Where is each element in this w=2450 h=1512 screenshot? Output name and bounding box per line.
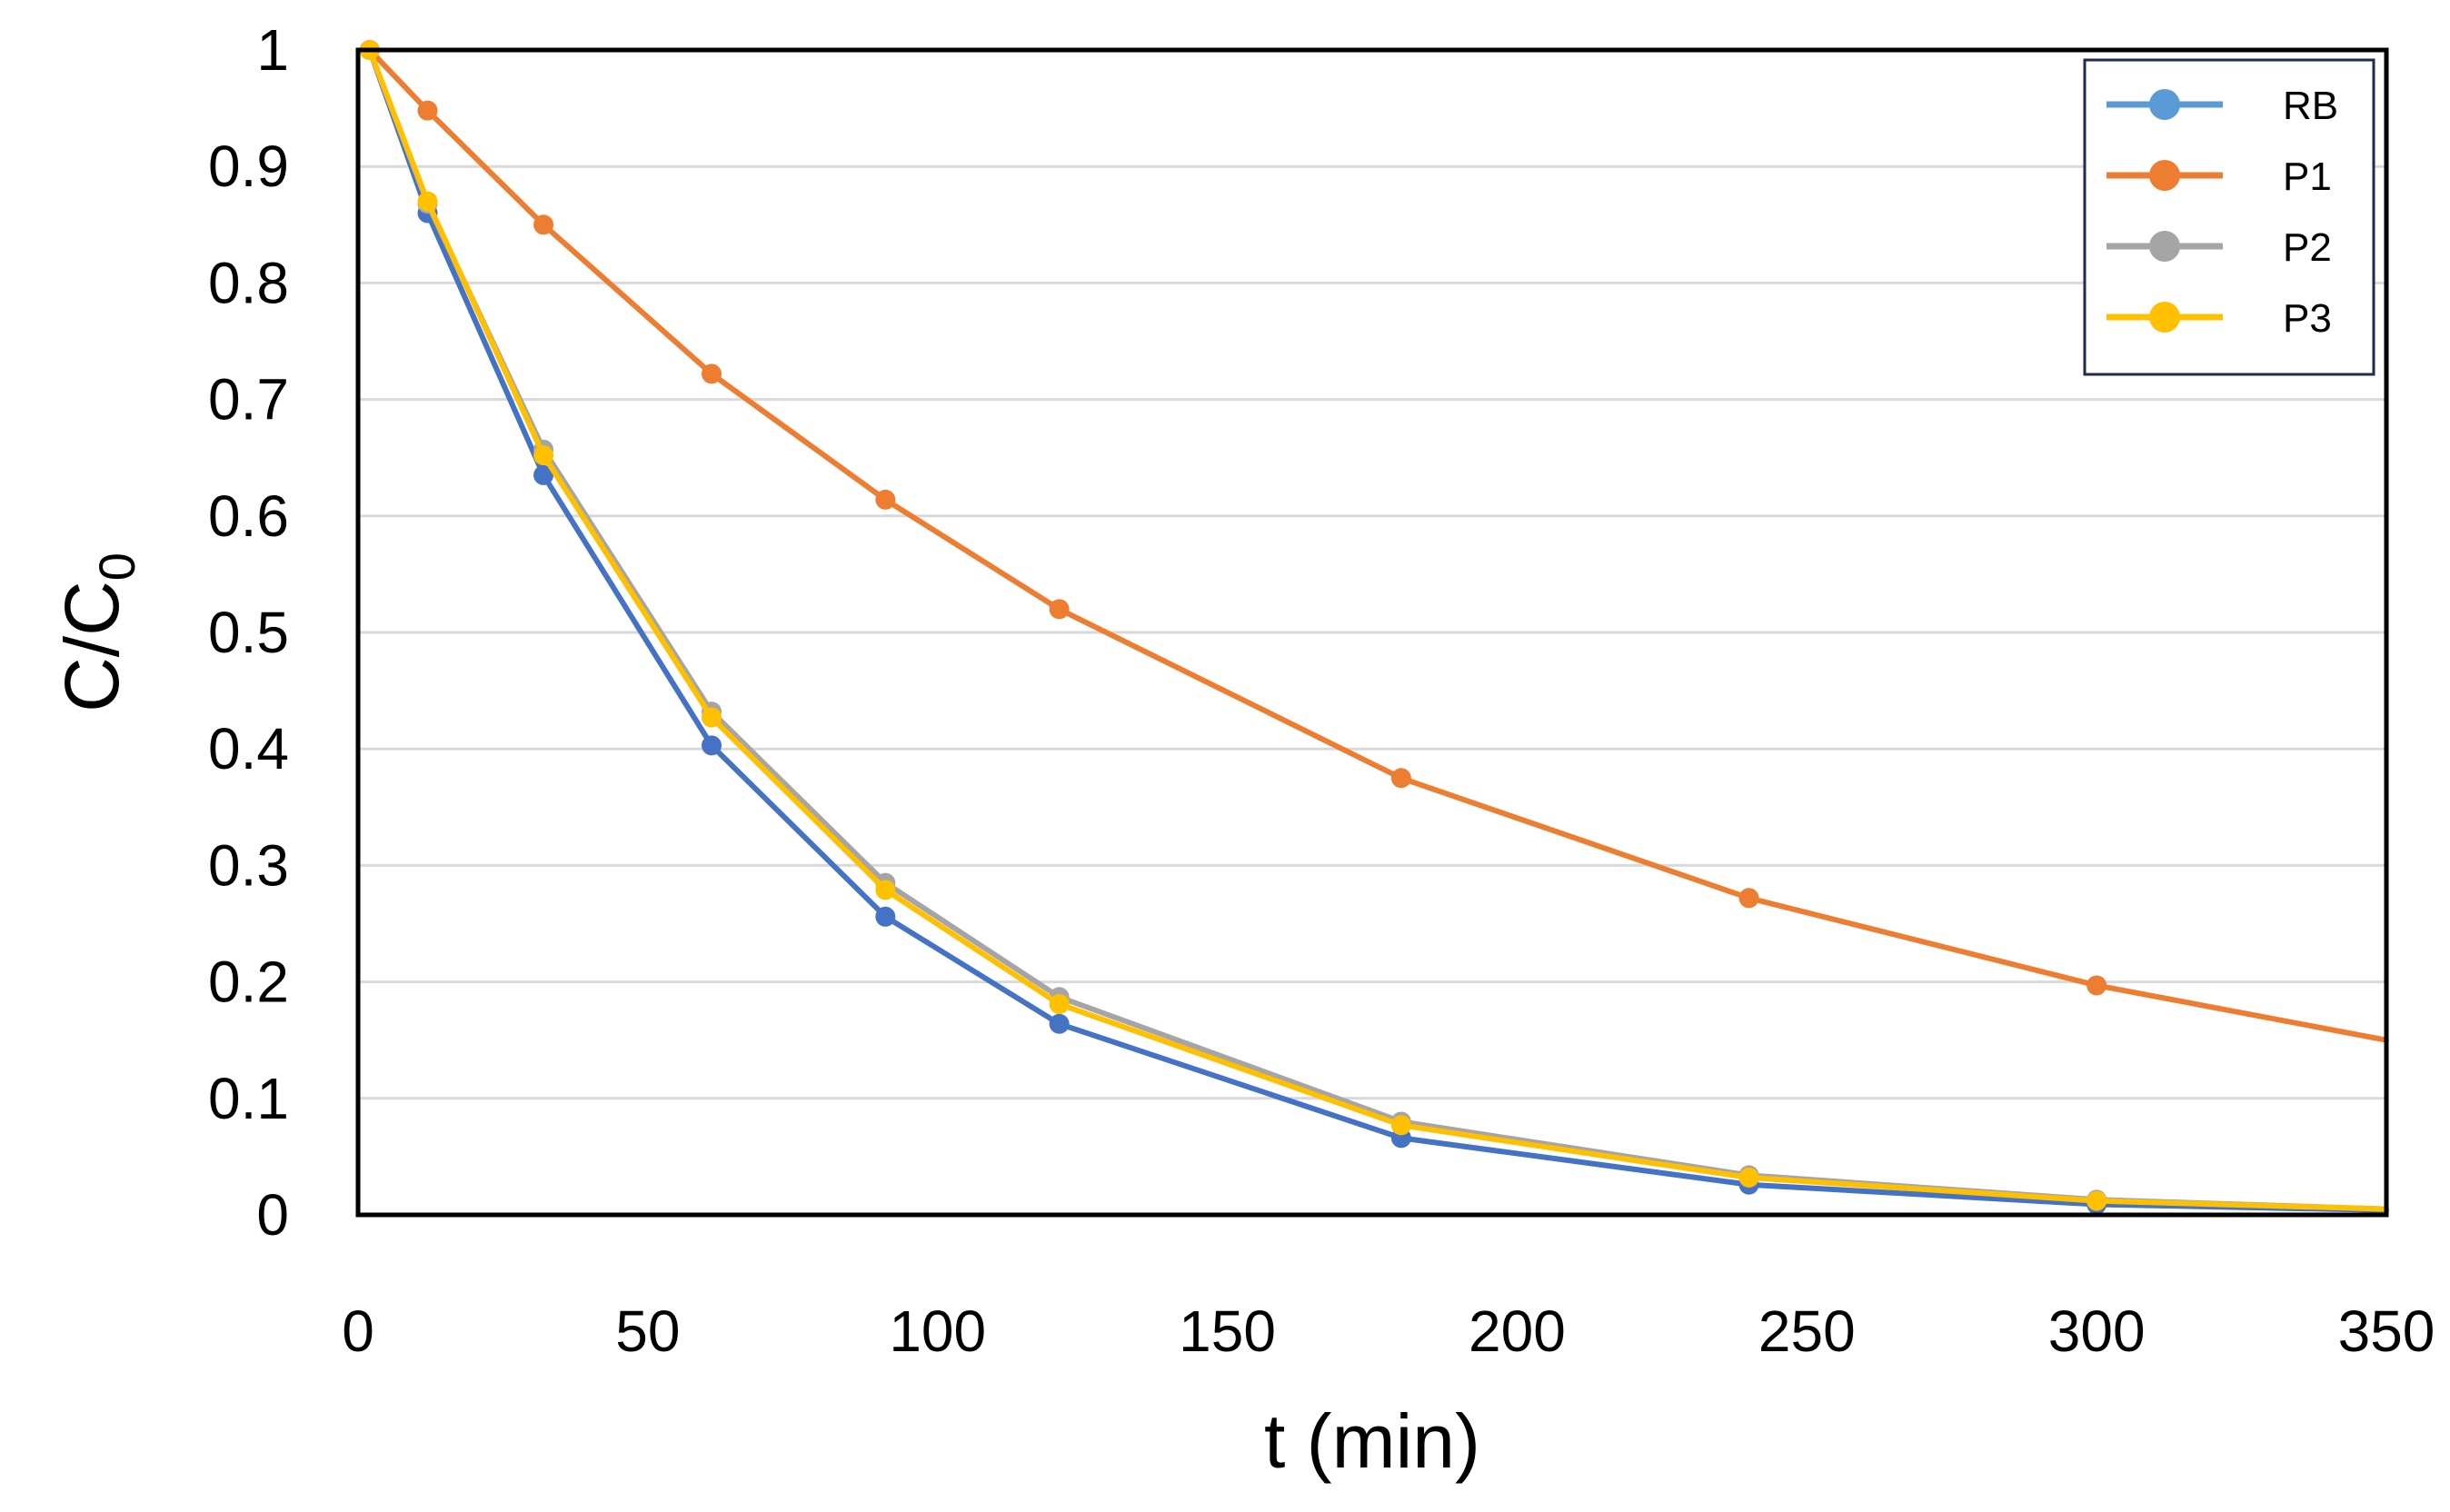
data-point-p1: [1390, 768, 1411, 789]
data-point-p1: [533, 214, 554, 235]
data-point-rb: [533, 464, 554, 485]
legend-label: P1: [2283, 154, 2332, 199]
legend-swatch-marker: [2149, 160, 2180, 191]
data-point-rb: [875, 906, 896, 927]
x-tick-label: 0: [342, 1298, 374, 1364]
plot-area-frame: [355, 47, 2389, 1218]
series-layer: [359, 40, 2389, 1215]
data-point-p1: [702, 363, 722, 384]
x-tick-label: 100: [889, 1298, 986, 1364]
y-tick-label: 0.5: [208, 600, 289, 665]
series-line-p3: [366, 47, 2389, 1212]
y-tick-label: 0.4: [208, 716, 289, 781]
legend-swatch-marker: [2149, 89, 2180, 120]
y-tick-label: 0.7: [208, 367, 289, 433]
y-tick-label: 0: [256, 1182, 289, 1248]
data-point-p3: [2086, 1190, 2107, 1211]
x-tick-label: 200: [1469, 1298, 1566, 1364]
y-tick-label: 0.1: [208, 1066, 289, 1131]
x-tick-label: 250: [1758, 1298, 1856, 1364]
legend-swatch-marker: [2149, 231, 2180, 262]
data-point-p3: [533, 445, 554, 466]
y-axis-title: C/C0: [49, 552, 145, 712]
legend-item-rb: RB: [2106, 84, 2338, 128]
legend-box: [2083, 58, 2375, 376]
y-axis-title-main: C/C: [49, 581, 134, 712]
data-point-rb: [702, 735, 722, 756]
legend-item-p3: P3: [2106, 296, 2332, 341]
y-axis-title-subscript: 0: [88, 552, 145, 581]
data-point-p3: [1049, 993, 1070, 1014]
x-axis-ticks: 0 50 100 150 200 250 300 350: [342, 1298, 2435, 1364]
data-point-p1: [875, 489, 896, 510]
legend: RB P1 P2 P3: [2083, 58, 2375, 376]
data-point-p1: [1738, 888, 1759, 909]
y-tick-label: 0.3: [208, 832, 289, 898]
legend-label: P2: [2283, 225, 2332, 270]
series-p3: [359, 40, 2389, 1212]
data-point-p3: [702, 707, 722, 728]
series-p1: [359, 40, 2389, 1043]
data-point-p3: [417, 191, 438, 212]
data-point-p3: [1738, 1167, 1759, 1188]
legend-label: RB: [2283, 84, 2338, 128]
y-axis-ticks: 0 0.1 0.2 0.3 0.4 0.5 0.6 0.7 0.8 0.9 1: [208, 17, 289, 1248]
x-tick-label: 350: [2338, 1298, 2435, 1364]
x-tick-label: 50: [615, 1298, 680, 1364]
grid-layer: [358, 48, 2386, 1100]
data-point-rb: [1049, 1013, 1070, 1034]
y-tick-label: 0.2: [208, 950, 289, 1015]
data-point-p3: [1390, 1115, 1411, 1136]
legend-item-p2: P2: [2106, 225, 2332, 270]
y-tick-label: 0.9: [208, 134, 289, 199]
x-axis-title: t (min): [1264, 1398, 1480, 1484]
legend-swatch-marker: [2149, 302, 2180, 333]
series-rb: [359, 40, 2389, 1215]
legend-label: P3: [2283, 296, 2332, 341]
series-p2: [359, 40, 2389, 1212]
y-tick-label: 1: [256, 17, 289, 83]
series-line-p1: [366, 47, 2389, 1043]
legend-item-p1: P1: [2106, 154, 2332, 199]
data-point-p1: [417, 100, 438, 121]
data-point-p3: [875, 880, 896, 900]
x-tick-label: 300: [2048, 1298, 2146, 1364]
data-point-p1: [2086, 975, 2107, 996]
y-tick-label: 0.8: [208, 250, 289, 315]
series-line-rb: [366, 47, 2389, 1213]
y-tick-label: 0.6: [208, 483, 289, 549]
x-tick-label: 150: [1179, 1298, 1276, 1364]
data-point-p1: [1049, 599, 1070, 620]
